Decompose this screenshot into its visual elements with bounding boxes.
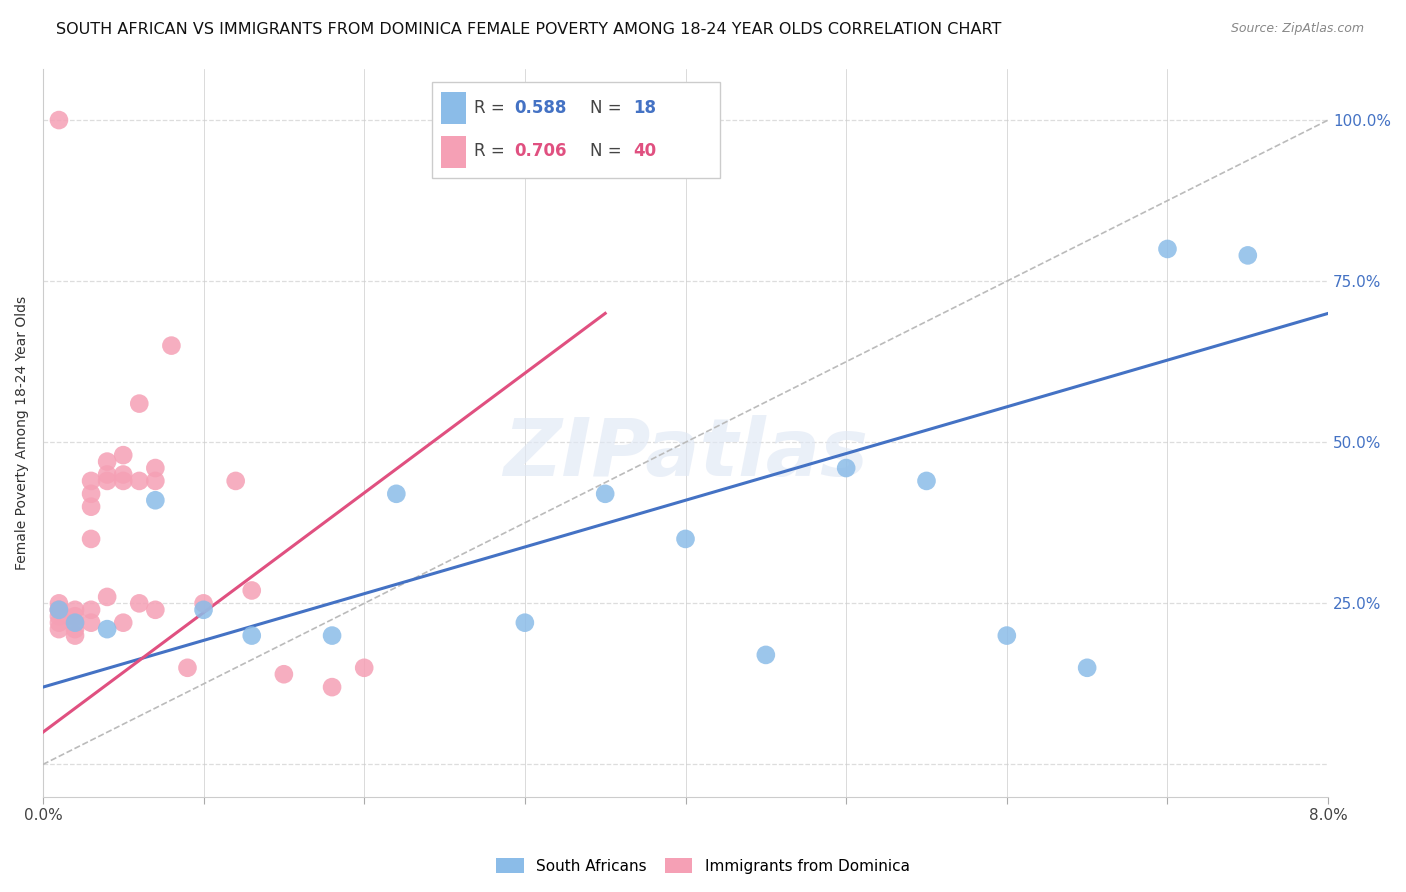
Point (385, 487, 408, 501)
Point (353, 661, 375, 675)
Point (128, 396, 150, 410)
Point (80, 487, 103, 501)
Point (240, 629, 263, 643)
Point (48, 603, 70, 617)
Point (96, 474, 118, 488)
Point (63, 622, 86, 636)
Point (675, 532, 697, 546)
Point (160, 338, 183, 352)
Point (1076, 661, 1098, 675)
Point (143, 461, 166, 475)
Point (321, 680, 343, 694)
Point (143, 493, 166, 508)
Point (143, 603, 166, 617)
Point (143, 474, 166, 488)
Point (48, 603, 70, 617)
Point (80, 615, 103, 630)
Point (48, 622, 70, 636)
Point (48, 615, 70, 630)
Point (112, 615, 135, 630)
Text: SOUTH AFRICAN VS IMMIGRANTS FROM DOMINICA FEMALE POVERTY AMONG 18-24 YEAR OLDS C: SOUTH AFRICAN VS IMMIGRANTS FROM DOMINIC… (56, 22, 1001, 37)
Point (63, 615, 86, 630)
Text: ZIPatlas: ZIPatlas (503, 416, 868, 493)
Point (96, 454, 118, 468)
Legend: South Africans, Immigrants from Dominica: South Africans, Immigrants from Dominica (491, 852, 915, 880)
Point (63, 609, 86, 624)
Point (96, 590, 118, 604)
Point (96, 467, 118, 482)
Point (96, 622, 118, 636)
Point (63, 603, 86, 617)
Point (225, 474, 247, 488)
Point (112, 448, 135, 462)
Point (63, 615, 86, 630)
Point (48, 596, 70, 610)
Point (193, 596, 215, 610)
Point (112, 474, 135, 488)
Point (48, 113, 70, 128)
Point (80, 532, 103, 546)
Point (755, 648, 778, 662)
Point (80, 603, 103, 617)
Point (80, 474, 103, 488)
Point (63, 629, 86, 643)
Point (112, 467, 135, 482)
Point (835, 461, 858, 475)
Point (128, 474, 150, 488)
Point (193, 603, 215, 617)
Point (128, 596, 150, 610)
Point (593, 487, 616, 501)
Point (48, 603, 70, 617)
Point (1156, 242, 1178, 256)
Point (273, 667, 295, 681)
Text: Source: ZipAtlas.com: Source: ZipAtlas.com (1230, 22, 1364, 36)
Point (80, 500, 103, 514)
Point (513, 615, 536, 630)
Y-axis label: Female Poverty Among 18-24 Year Olds: Female Poverty Among 18-24 Year Olds (15, 295, 30, 570)
Point (1236, 248, 1258, 262)
Point (995, 629, 1018, 643)
Point (240, 583, 263, 598)
Point (48, 609, 70, 624)
Point (915, 474, 938, 488)
Point (176, 661, 198, 675)
Point (321, 629, 343, 643)
